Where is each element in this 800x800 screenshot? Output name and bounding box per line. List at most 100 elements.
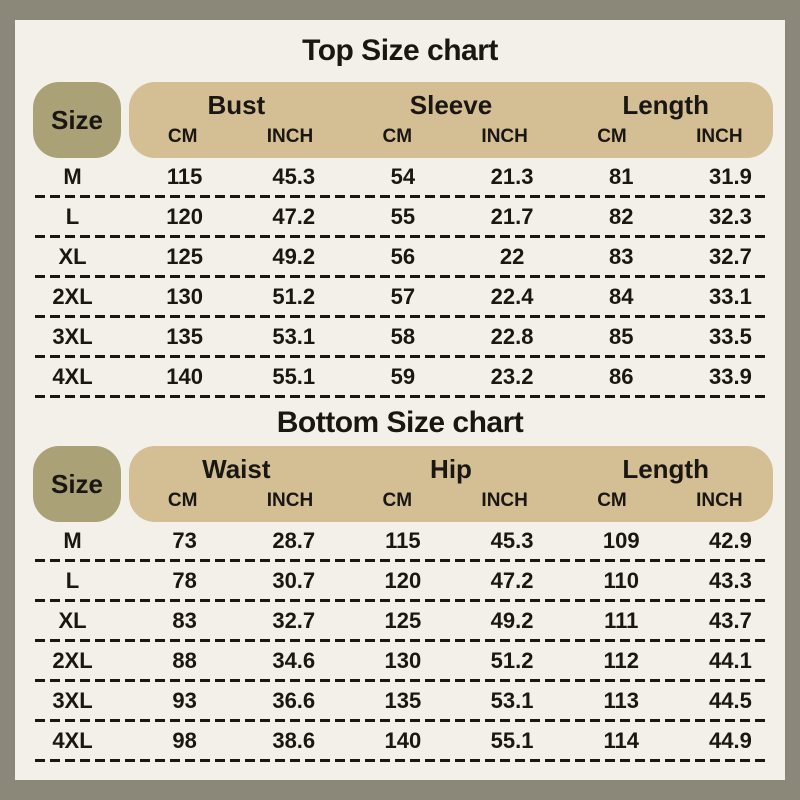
value-cell: 78 bbox=[172, 567, 197, 593]
row-separator bbox=[35, 719, 765, 722]
row-separator bbox=[35, 639, 765, 642]
top-chart-title: Top Size chart bbox=[302, 34, 498, 67]
value-cell: 43.3 bbox=[708, 567, 752, 593]
value-cell: 98 bbox=[172, 727, 197, 753]
row-separator bbox=[35, 599, 765, 602]
value-cell: 120 bbox=[166, 203, 203, 229]
size-cell: M bbox=[63, 527, 82, 553]
size-cell: M bbox=[63, 163, 82, 189]
value-cell: 55.1 bbox=[272, 363, 316, 389]
group-label: Hip bbox=[430, 454, 472, 484]
unit-cm-label: CM bbox=[597, 126, 627, 147]
unit-row: CM INCH bbox=[558, 489, 773, 513]
table-row: XL 83 32.7 125 49.2 111 43.7 bbox=[15, 602, 785, 639]
value-cell: 53.1 bbox=[490, 687, 534, 713]
row-separator bbox=[35, 759, 765, 762]
table-row: L 78 30.7 120 47.2 110 43.3 bbox=[15, 562, 785, 599]
size-cell: 4XL bbox=[52, 363, 93, 389]
top-header-band: Bust CM INCH Sleeve CM INCH Length CM IN… bbox=[129, 82, 773, 158]
table-row: 3XL 135 53.1 58 22.8 85 33.5 bbox=[15, 318, 785, 355]
table-row: 3XL 93 36.6 135 53.1 113 44.5 bbox=[15, 682, 785, 719]
row-separator bbox=[35, 559, 765, 562]
top-size-header-cell: Size bbox=[33, 82, 121, 158]
value-cell: 111 bbox=[604, 607, 639, 633]
value-cell: 73 bbox=[172, 527, 197, 553]
row-separator bbox=[35, 315, 765, 318]
value-cell: 49.2 bbox=[490, 607, 534, 633]
unit-cm-label: CM bbox=[382, 490, 413, 511]
value-cell: 115 bbox=[166, 163, 203, 189]
bottom-chart-title: Bottom Size chart bbox=[276, 406, 524, 439]
unit-inch-label: INCH bbox=[696, 490, 743, 511]
table-row: 4XL 140 55.1 59 23.2 86 33.9 bbox=[15, 358, 785, 395]
value-cell: 47.2 bbox=[490, 567, 534, 593]
value-cell: 140 bbox=[166, 363, 203, 389]
unit-cm-label: CM bbox=[167, 490, 198, 511]
table-row: M 115 45.3 54 21.3 81 31.9 bbox=[15, 158, 785, 195]
table-row: M 73 28.7 115 45.3 109 42.9 bbox=[15, 522, 785, 559]
column-group-length: Length CM INCH bbox=[558, 453, 773, 513]
size-cell: 4XL bbox=[52, 727, 93, 753]
value-cell: 114 bbox=[603, 727, 639, 753]
size-cell: 2XL bbox=[52, 647, 93, 673]
unit-inch-label: INCH bbox=[481, 126, 528, 147]
column-group-length: Length CM INCH bbox=[558, 89, 773, 149]
value-cell: 32.7 bbox=[708, 243, 752, 269]
group-label: Sleeve bbox=[409, 90, 493, 120]
value-cell: 45.3 bbox=[490, 527, 534, 553]
value-cell: 125 bbox=[384, 607, 422, 633]
bottom-header-band: Waist CM INCH Hip CM INCH Length CM INCH bbox=[129, 446, 773, 522]
value-cell: 22.4 bbox=[490, 283, 534, 309]
value-cell: 81 bbox=[609, 163, 634, 189]
value-cell: 109 bbox=[602, 527, 640, 553]
row-separator bbox=[35, 195, 765, 198]
unit-row: CM INCH bbox=[558, 125, 773, 149]
value-cell: 125 bbox=[166, 243, 203, 269]
value-cell: 23.2 bbox=[490, 363, 534, 389]
value-cell: 85 bbox=[609, 323, 634, 349]
value-cell: 36.6 bbox=[272, 687, 316, 713]
row-separator bbox=[35, 679, 765, 682]
value-cell: 53.1 bbox=[272, 323, 316, 349]
row-separator bbox=[35, 395, 765, 398]
value-cell: 120 bbox=[384, 567, 422, 593]
unit-row: CM INCH bbox=[344, 489, 559, 513]
value-cell: 44.9 bbox=[708, 727, 752, 753]
unit-cm-label: CM bbox=[382, 126, 413, 147]
value-cell: 110 bbox=[603, 567, 639, 593]
table-row: XL 125 49.2 56 22 83 32.7 bbox=[15, 238, 785, 275]
value-cell: 58 bbox=[390, 323, 416, 349]
value-cell: 83 bbox=[172, 607, 197, 633]
size-chart-panel: Top Size chart Size Bust CM INCH Sleeve … bbox=[15, 20, 785, 780]
value-cell: 32.7 bbox=[272, 607, 316, 633]
value-cell: 83 bbox=[609, 243, 634, 269]
value-cell: 135 bbox=[384, 687, 422, 713]
value-cell: 45.3 bbox=[272, 163, 316, 189]
value-cell: 28.7 bbox=[272, 527, 316, 553]
value-cell: 115 bbox=[385, 527, 421, 553]
value-cell: 56 bbox=[390, 243, 416, 269]
table-row: 4XL 98 38.6 140 55.1 114 44.9 bbox=[15, 722, 785, 759]
group-label: Waist bbox=[202, 454, 271, 484]
value-cell: 130 bbox=[384, 647, 422, 673]
size-cell: XL bbox=[58, 607, 87, 633]
group-label: Bust bbox=[207, 90, 266, 120]
size-cell: 3XL bbox=[52, 687, 93, 713]
value-cell: 21.7 bbox=[490, 203, 534, 229]
column-group-bust: Bust CM INCH bbox=[129, 89, 344, 149]
value-cell: 31.9 bbox=[708, 163, 752, 189]
value-cell: 33.1 bbox=[708, 283, 752, 309]
value-cell: 21.3 bbox=[490, 163, 534, 189]
bottom-size-header-cell: Size bbox=[33, 446, 121, 522]
value-cell: 32.3 bbox=[708, 203, 752, 229]
value-cell: 55 bbox=[390, 203, 416, 229]
value-cell: 22.8 bbox=[490, 323, 534, 349]
value-cell: 57 bbox=[390, 283, 416, 309]
value-cell: 112 bbox=[603, 647, 639, 673]
table-row: L 120 47.2 55 21.7 82 32.3 bbox=[15, 198, 785, 235]
value-cell: 135 bbox=[166, 323, 203, 349]
value-cell: 59 bbox=[390, 363, 416, 389]
column-group-hip: Hip CM INCH bbox=[344, 453, 559, 513]
size-cell: 2XL bbox=[52, 283, 93, 309]
value-cell: 44.1 bbox=[708, 647, 752, 673]
